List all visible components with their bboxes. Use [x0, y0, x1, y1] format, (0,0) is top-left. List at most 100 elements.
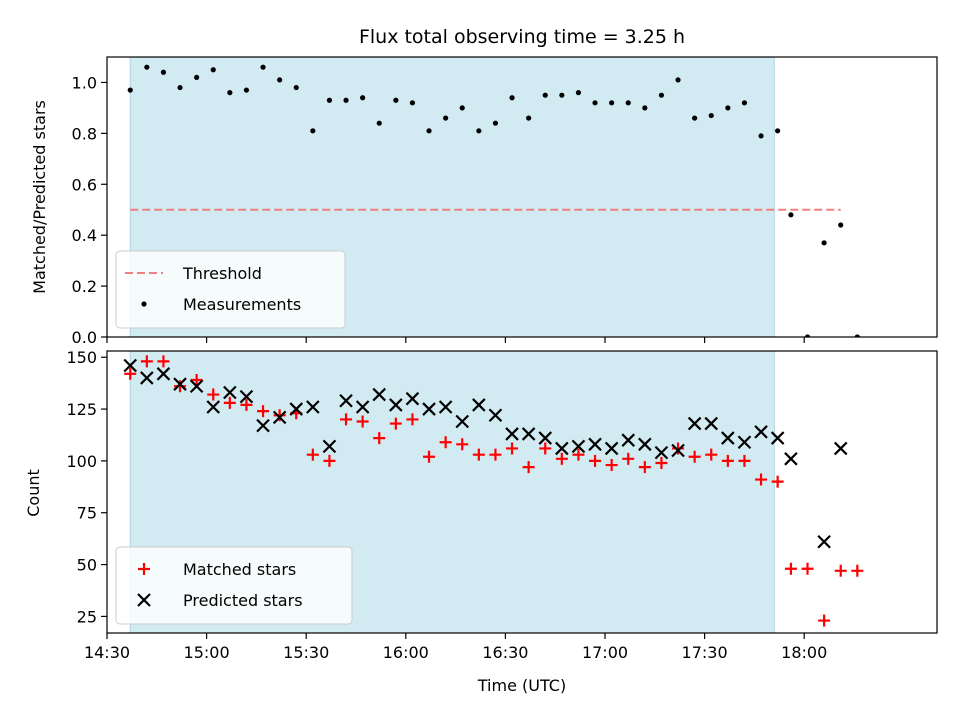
bottom-ytick-label: 150 — [66, 348, 97, 367]
matched-star-point — [522, 461, 535, 474]
predicted-star-point — [784, 452, 798, 466]
legend-label: Measurements — [183, 295, 301, 314]
measurement-point — [788, 212, 794, 218]
top-ytick-label: 0.8 — [72, 124, 97, 143]
matched-star-point — [174, 380, 187, 393]
measurement-point — [741, 100, 748, 106]
predicted-star-point — [472, 398, 486, 412]
predicted-star-point — [488, 408, 503, 423]
matched-star-point — [240, 398, 253, 411]
matched-star-point — [801, 562, 814, 575]
matched-star-point — [157, 355, 170, 368]
measurement-point — [658, 92, 665, 98]
bottom-ytick-label: 100 — [66, 452, 97, 471]
measurement-point — [725, 105, 731, 111]
matched-star-point — [784, 562, 797, 575]
predicted-star-point — [140, 371, 154, 385]
predicted-star-point — [339, 393, 353, 408]
matched-star-point — [190, 374, 203, 387]
matched-star-point — [818, 614, 831, 627]
predicted-star-point — [638, 437, 652, 452]
measurement-point — [854, 334, 860, 337]
predicted-star-point — [505, 427, 519, 441]
legend-measurement-swatch — [141, 301, 147, 307]
predicted-star-point — [604, 441, 619, 456]
measurement-point — [194, 74, 200, 80]
matched-star-point — [738, 454, 751, 467]
predicted-star-point — [438, 400, 453, 414]
predicted-star-point — [737, 435, 752, 450]
matched-star-point — [257, 405, 270, 418]
predicted-star-point — [671, 443, 685, 458]
predicted-star-point — [289, 402, 304, 416]
measurement-point — [609, 100, 615, 106]
legend-label: Matched stars — [183, 560, 296, 579]
top-ytick-label: 0.6 — [72, 175, 97, 194]
measurement-point — [177, 84, 183, 91]
xtick-label: 16:00 — [383, 643, 429, 662]
matched-star-point — [273, 409, 286, 422]
legend-predicted-swatch — [137, 593, 151, 607]
measurement-point — [144, 64, 150, 70]
predicted-star-point — [389, 398, 403, 412]
bottom-ytick-label: 125 — [66, 400, 97, 419]
measurement-point — [426, 128, 432, 134]
measurement-point — [409, 100, 416, 106]
predicted-star-point — [704, 416, 719, 431]
matched-star-point — [207, 388, 220, 401]
matched-star-point — [555, 452, 568, 465]
legend-label: Predicted stars — [183, 591, 303, 610]
measurement-point — [509, 95, 515, 101]
measurement-point — [343, 97, 349, 103]
predicted-star-point — [833, 441, 848, 456]
matched-star-point — [456, 438, 469, 451]
matched-star-point — [638, 461, 651, 474]
xtick-label: 17:00 — [582, 643, 628, 662]
predicted-star-point — [189, 379, 204, 394]
predicted-star-point — [422, 402, 436, 416]
top-ytick-label: 0.2 — [72, 277, 97, 296]
measurement-point — [160, 69, 167, 75]
measurement-point — [360, 95, 366, 101]
predicted-star-point — [455, 414, 470, 429]
matched-star-point — [506, 442, 519, 455]
measurement-point — [326, 97, 333, 103]
legend-label: Threshold — [182, 264, 262, 283]
xtick-label: 15:00 — [184, 643, 230, 662]
matched-star-point — [406, 413, 419, 426]
bottom-ylabel: Count — [24, 469, 43, 517]
matched-star-point — [472, 448, 485, 461]
measurement-point — [293, 84, 299, 91]
xtick-label: 17:30 — [682, 643, 728, 662]
matched-star-point — [373, 432, 386, 445]
measurement-point — [127, 87, 133, 93]
predicted-star-point — [521, 427, 536, 441]
xtick-label: 15:30 — [283, 643, 329, 662]
chart-title: Flux total observing time = 3.25 h — [359, 26, 685, 48]
matched-star-point — [605, 459, 618, 472]
predicted-star-point — [223, 385, 237, 400]
measurement-point — [642, 105, 648, 111]
predicted-star-point — [123, 358, 138, 373]
predicted-star-point — [654, 445, 669, 460]
matched-star-point — [672, 442, 685, 455]
top-panel: 0.0 0.2 0.4 0.6 0.8 1.0 Threshold Measurements — [72, 56, 938, 347]
predicted-star-point — [322, 439, 337, 454]
measurement-point — [838, 222, 844, 228]
top-ytick-label: 0.0 — [72, 328, 97, 347]
matched-star-point — [489, 448, 502, 461]
bottom-ytick-label: 50 — [77, 556, 97, 575]
predicted-star-point — [588, 437, 602, 452]
predicted-star-point — [256, 418, 270, 433]
measurement-point — [210, 67, 216, 73]
measurement-point — [260, 64, 266, 70]
matched-star-point — [851, 564, 864, 577]
matched-star-point — [340, 413, 353, 426]
top-legend — [115, 250, 346, 329]
measurement-point — [277, 77, 283, 83]
predicted-star-point — [372, 387, 387, 402]
measurement-point — [459, 105, 465, 111]
predicted-star-point — [770, 431, 785, 445]
matched-star-point — [688, 450, 701, 463]
